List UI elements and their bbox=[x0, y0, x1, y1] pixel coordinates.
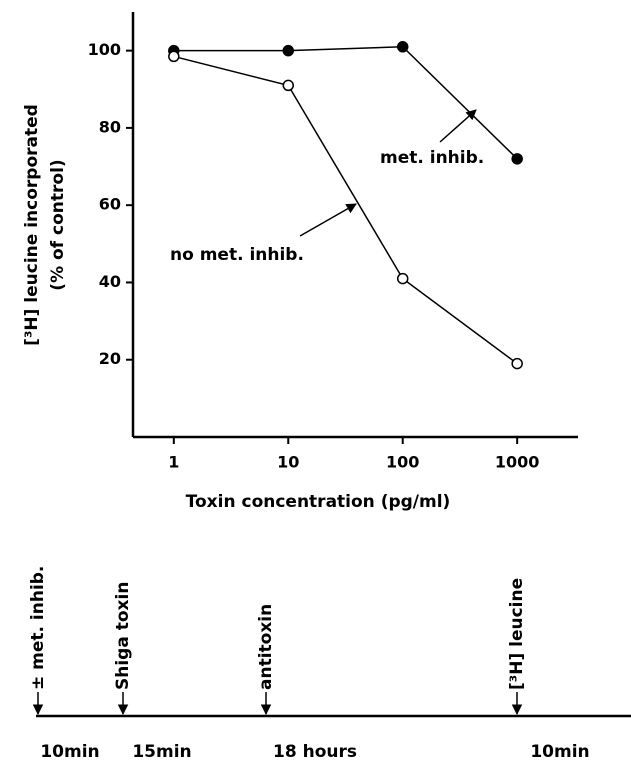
x-axis-label: Toxin concentration (pg/ml) bbox=[186, 492, 451, 512]
event-label: antitoxin bbox=[256, 604, 276, 690]
data-point bbox=[396, 272, 409, 285]
data-point bbox=[396, 41, 409, 53]
annotation-arrow bbox=[299, 203, 357, 237]
interval-label: 10min bbox=[40, 742, 99, 762]
event-label: [³H] leucine bbox=[507, 578, 527, 690]
annotation-arrow bbox=[439, 109, 477, 143]
y-tick-label: 80 bbox=[99, 117, 121, 136]
x-tick-label: 1 bbox=[168, 453, 179, 472]
interval-label: 18 hours bbox=[273, 742, 357, 762]
y-tick-label: 100 bbox=[88, 40, 121, 59]
data-point bbox=[282, 79, 295, 92]
interval-label: 10min bbox=[530, 742, 589, 762]
y-tick-label: 40 bbox=[99, 272, 121, 291]
event-label: ± met. inhib. bbox=[28, 566, 48, 690]
series-line bbox=[173, 55, 518, 365]
x-tick-label: 10 bbox=[277, 453, 299, 472]
data-point bbox=[511, 357, 523, 370]
series-label: no met. inhib. bbox=[170, 245, 304, 265]
data-point bbox=[168, 50, 180, 63]
y-axis-label: (% of control) bbox=[48, 159, 68, 290]
event-label: Shiga toxin bbox=[113, 582, 133, 690]
y-axis-label: [³H] leucine incorporated bbox=[22, 104, 42, 346]
y-tick-label: 20 bbox=[99, 349, 121, 368]
y-tick-label: 60 bbox=[99, 195, 121, 214]
interval-label: 15min bbox=[132, 742, 191, 762]
series-line bbox=[173, 46, 518, 160]
data-point bbox=[282, 44, 295, 57]
x-tick-label: 1000 bbox=[495, 453, 540, 472]
series-label: met. inhib. bbox=[380, 148, 484, 168]
data-point bbox=[511, 153, 523, 165]
x-tick-label: 100 bbox=[386, 453, 419, 472]
